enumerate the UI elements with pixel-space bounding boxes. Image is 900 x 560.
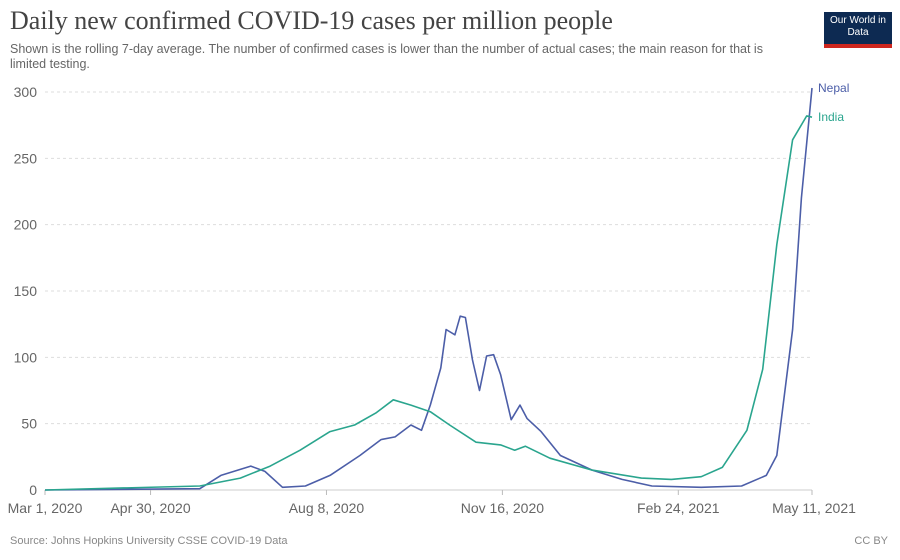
y-tick-label: 150: [14, 283, 38, 299]
x-tick-label: May 11, 2021: [772, 500, 856, 516]
owid-logo[interactable]: Our World in Data: [824, 12, 892, 48]
license-link[interactable]: CC BY: [854, 535, 888, 547]
y-tick-label: 250: [14, 150, 38, 166]
series-line-india: [44, 115, 813, 491]
x-tick-label: Mar 1, 2020: [8, 500, 83, 516]
chart-title: Daily new confirmed COVID-19 cases per m…: [10, 6, 613, 35]
logo-text: Our World in Data: [830, 15, 886, 38]
series-label-nepal: Nepal: [818, 81, 849, 95]
y-tick-label: 300: [14, 84, 38, 100]
line-chart: 0 50 100 150 200 250 300 Mar 1, 2020 Apr 30, 202…: [8, 81, 856, 516]
series-label-india: India: [818, 110, 844, 124]
x-tick-label: Nov 16, 2020: [461, 500, 544, 516]
x-tick-label: Apr 30, 2020: [110, 500, 190, 516]
y-tick-label: 50: [21, 416, 37, 432]
series-line-nepal: [44, 87, 813, 491]
x-tick-label: Aug 8, 2020: [289, 500, 365, 516]
y-tick-label: 100: [14, 349, 38, 365]
x-tick-label: Feb 24, 2021: [637, 500, 720, 516]
y-tick-label: 200: [14, 217, 38, 233]
y-tick-label: 0: [29, 482, 37, 498]
chart-subtitle: Shown is the rolling 7-day average. The …: [10, 42, 763, 71]
source-note[interactable]: Source: Johns Hopkins University CSSE CO…: [10, 535, 288, 547]
